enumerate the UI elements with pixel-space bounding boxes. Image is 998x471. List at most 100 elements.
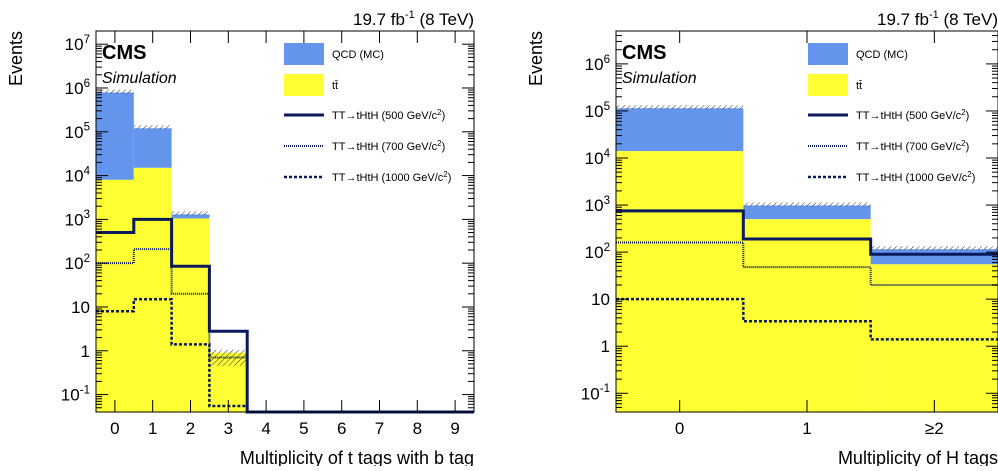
ytick-label-base: 10 xyxy=(65,35,84,54)
bar-ttbar-1 xyxy=(743,219,871,412)
legend-label-text: TT→tHtH (500 GeV/c xyxy=(332,110,438,122)
xtick-label: 0 xyxy=(675,419,684,438)
ytick-label: 106 xyxy=(585,54,610,74)
lumi-label-energy: (8 TeV) xyxy=(415,10,474,29)
x-axis-title: Multiplicity of t tags with b tag xyxy=(240,448,474,466)
uncertainty-band-2 xyxy=(870,246,998,251)
signal-line-2 xyxy=(96,298,474,414)
uncertainty-band-0 xyxy=(96,89,134,94)
uncertainty-band-0 xyxy=(616,105,744,110)
legend-label-1: tt̄ xyxy=(856,80,862,92)
legend-label-0: QCD (MC) xyxy=(856,49,908,61)
experiment-label: CMS xyxy=(102,42,146,64)
uncertainty-band-1 xyxy=(133,125,172,130)
bar-qcd-1 xyxy=(743,205,871,220)
signal-line-2 xyxy=(616,297,998,341)
xtick-label: 3 xyxy=(224,419,233,438)
xtick-label: 7 xyxy=(375,419,384,438)
ytick-label-base: 10 xyxy=(65,123,84,142)
xtick-label: 0 xyxy=(110,419,119,438)
ytick-label-exponent: 6 xyxy=(84,78,90,90)
lumi-label-exponent: -1 xyxy=(405,9,415,21)
legend-label-end: ) xyxy=(972,172,976,184)
bar-ttbar-1 xyxy=(133,167,172,412)
uncertainty-band-1 xyxy=(743,202,871,207)
legend-label-1: tt̄ xyxy=(332,80,338,92)
ytick-label-base: 10 xyxy=(591,290,610,309)
legend-label-text: TT→tHtH (500 GeV/c xyxy=(856,110,962,122)
bar-ttbar-2 xyxy=(870,264,998,412)
legend-swatch-1 xyxy=(808,74,848,96)
bar-ttbar-0 xyxy=(616,151,744,412)
legend-label-end: ) xyxy=(442,110,446,122)
ytick-label-base: 10 xyxy=(585,149,604,168)
lumi-label: 19.7 fb-1 (8 TeV) xyxy=(877,9,998,29)
simulation-label: Simulation xyxy=(622,70,697,87)
ytick-label-base: 10 xyxy=(585,196,604,215)
ytick-label-exponent: 2 xyxy=(604,242,610,254)
y-axis-title: Events xyxy=(6,31,26,86)
x-axis-title: Multiplicity of H tags xyxy=(838,448,998,466)
ytick-label: 105 xyxy=(585,101,610,121)
ytick-label-exponent: -1 xyxy=(80,384,90,396)
xtick-label: ≥2 xyxy=(925,419,944,438)
legend-label-text: TT→tHtH (700 GeV/c xyxy=(856,141,962,153)
lumi-label-value: 19.7 fb xyxy=(353,10,405,29)
ytick-label-exponent: 4 xyxy=(604,148,611,160)
ytick-label-exponent: 7 xyxy=(84,34,90,46)
ytick-label-base: 1 xyxy=(81,342,90,361)
legend-swatch-0 xyxy=(284,43,324,65)
legend-label-4: TT→tHtH (1000 GeV/c2) xyxy=(856,170,975,184)
ytick-label-exponent: 4 xyxy=(84,165,91,177)
ytick-label: 1 xyxy=(81,342,90,361)
legend-label-end: ) xyxy=(966,141,970,153)
legend-label-3: TT→tHtH (700 GeV/c2) xyxy=(856,139,969,153)
legend-label-2: TT→tHtH (500 GeV/c2) xyxy=(856,108,969,122)
bar-qcd-2 xyxy=(870,249,998,265)
bar-qcd-1 xyxy=(133,128,172,168)
ytick-label-base: 10 xyxy=(71,298,90,317)
legend-label-end: ) xyxy=(448,172,452,184)
legend-label-2: TT→tHtH (500 GeV/c2) xyxy=(332,108,445,122)
lumi-label: 19.7 fb-1 (8 TeV) xyxy=(353,9,474,29)
ytick-label-base: 10 xyxy=(585,55,604,74)
legend-label-0: QCD (MC) xyxy=(332,49,384,61)
xtick-label: 2 xyxy=(186,419,195,438)
ytick-label: 10 xyxy=(71,298,90,317)
ytick-label-base: 10 xyxy=(61,386,80,405)
legend-label-end: ) xyxy=(966,110,970,122)
ytick-label-exponent: 5 xyxy=(604,101,610,113)
lumi-label-value: 19.7 fb xyxy=(877,10,929,29)
legend-swatch-0 xyxy=(808,43,848,65)
simulation-label: Simulation xyxy=(102,70,177,87)
ytick-label-base: 1 xyxy=(601,337,610,356)
ytick-label: 102 xyxy=(585,242,610,262)
ytick-label-exponent: 3 xyxy=(84,209,90,221)
uncertainty-band-2 xyxy=(171,211,210,216)
xtick-label: 9 xyxy=(450,419,459,438)
ytick-label: 104 xyxy=(65,165,91,185)
xtick-label: 1 xyxy=(148,419,157,438)
bar-ttbar-2 xyxy=(171,218,210,412)
ytick-label-base: 10 xyxy=(581,384,600,403)
bar-qcd-2 xyxy=(171,214,210,219)
legend-label-text: TT→tHtH (1000 GeV/c xyxy=(332,172,444,184)
legend-label-text: TT→tHtH (1000 GeV/c xyxy=(856,172,968,184)
ytick-label-base: 10 xyxy=(65,210,84,229)
y-axis-title: Events xyxy=(526,31,546,86)
ytick-label: 103 xyxy=(65,209,90,229)
ytick-label-base: 10 xyxy=(65,79,84,98)
legend-swatch-1 xyxy=(284,74,324,96)
legend-label-exponent: 2 xyxy=(437,139,442,148)
ytick-label-exponent: -1 xyxy=(600,383,610,395)
bar-qcd-0 xyxy=(96,92,134,180)
legend-label-4: TT→tHtH (1000 GeV/c2) xyxy=(332,170,451,184)
xtick-label: 1 xyxy=(802,419,811,438)
legend-label-exponent: 2 xyxy=(437,108,442,117)
legend-label-3: TT→tHtH (700 GeV/c2) xyxy=(332,139,445,153)
ytick-label-base: 10 xyxy=(65,167,84,186)
ytick-label: 1 xyxy=(601,337,610,356)
